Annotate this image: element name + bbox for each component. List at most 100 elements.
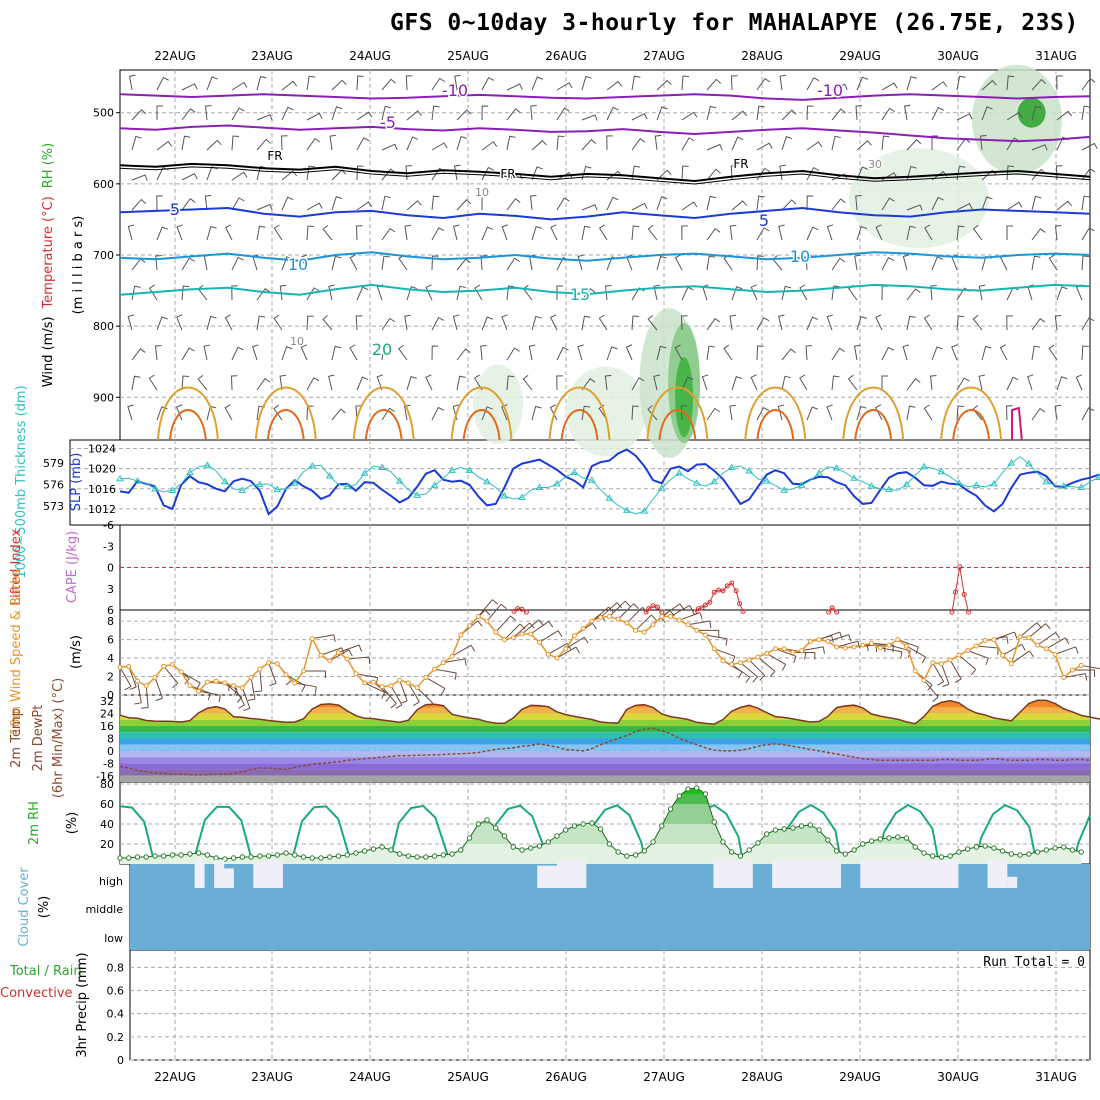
thickness-marker <box>570 468 579 475</box>
wind10-barb-flag <box>368 657 371 665</box>
cloud-high-cell <box>723 860 734 888</box>
rh-point <box>868 838 875 844</box>
wind10-speed-point <box>571 633 577 639</box>
rh-point <box>554 833 560 839</box>
wind-barb <box>881 346 894 361</box>
wind-barb <box>931 256 943 271</box>
rh-point <box>370 846 377 852</box>
wind10-barb <box>976 645 999 649</box>
rh-point <box>204 852 211 858</box>
series-layer <box>116 64 1100 950</box>
wind-barb <box>156 140 173 151</box>
cloud-high-cell <box>713 860 724 888</box>
wind10-barb <box>748 659 766 676</box>
wind10-barb-flag <box>155 697 163 701</box>
cloud-high-cell <box>928 860 939 888</box>
wind-barb <box>281 106 294 121</box>
wind10-speed-point <box>528 631 534 637</box>
rh-point <box>580 821 586 827</box>
wind10-speed-point <box>711 646 717 652</box>
wind-barb <box>355 315 363 331</box>
rh-point <box>458 847 464 853</box>
thickness-marker <box>710 477 719 485</box>
wind-barb <box>831 198 846 211</box>
rh-band <box>120 824 1082 844</box>
slp-tick-label: 1016 <box>88 483 116 496</box>
wind-barb <box>681 225 688 241</box>
wind10-barb <box>591 606 610 622</box>
cloud-high-cell <box>772 860 783 888</box>
wind-barb <box>781 348 796 361</box>
wind10-barb-flag <box>781 664 787 671</box>
wind-barb <box>1005 405 1013 421</box>
wind10-speed-point <box>388 683 394 689</box>
wind-barb <box>631 405 639 421</box>
wind-barb <box>577 344 584 361</box>
thickness-marker <box>203 461 212 468</box>
wind10-barb <box>757 656 776 672</box>
wind10-barb-flag <box>285 680 292 686</box>
wind-barb <box>404 314 411 331</box>
wind-barb <box>131 348 146 361</box>
wind-barb <box>306 75 316 91</box>
wind-barb <box>799 284 808 301</box>
wind10-speed-point <box>379 684 385 690</box>
wind-barb <box>481 226 494 241</box>
wind10-barb <box>670 605 690 617</box>
wind-barb <box>481 406 493 421</box>
pressure-tick-label: 600 <box>93 178 114 191</box>
wind-barb <box>355 405 363 421</box>
wind10-barb-flag <box>477 620 483 627</box>
wind-barb <box>156 76 169 91</box>
wind-barb <box>731 200 747 211</box>
wind-barb <box>331 106 343 121</box>
contour-label: 10 <box>790 247 810 266</box>
wind-barb <box>550 224 558 241</box>
wind-barb <box>604 374 612 391</box>
rh-point <box>475 821 481 827</box>
thickness-marker <box>920 462 928 470</box>
wind10-speed-point <box>545 651 551 657</box>
wind10-speed-point <box>781 646 787 652</box>
thickness-marker <box>308 462 317 469</box>
wind10-speed-point <box>414 685 420 691</box>
wind-barb <box>456 109 472 121</box>
wind-barb <box>256 377 271 391</box>
wind10-barb <box>600 602 618 618</box>
wind-barb <box>581 114 598 121</box>
rh-point <box>1078 849 1084 855</box>
wind-barb <box>781 285 792 301</box>
wind10-barb <box>119 667 132 687</box>
wind-barb <box>999 344 1008 361</box>
wind-barb <box>706 227 721 241</box>
wind-barb <box>506 285 515 301</box>
cloud-high-cell <box>781 860 792 888</box>
wind10-barb-flag <box>608 606 614 613</box>
wind10-speed-point <box>1061 674 1067 680</box>
cloud-level-label-high: high <box>99 875 123 888</box>
wind-barb <box>951 344 958 361</box>
wind-tick-label: 8 <box>107 615 114 628</box>
wind10-speed-point <box>1035 642 1041 648</box>
wind10-speed-point <box>1026 635 1032 641</box>
isotherm-30 <box>364 409 403 441</box>
wind-barb <box>956 165 966 181</box>
wind10-speed-point <box>851 644 857 650</box>
rh-point <box>650 839 656 845</box>
cloud-high-cell <box>879 860 890 888</box>
lifted-index-point <box>699 605 705 611</box>
wind-barb <box>805 345 813 361</box>
wind-barb <box>902 344 910 361</box>
isotherm--10 <box>119 93 1091 101</box>
wind-barb <box>306 137 321 151</box>
lifted-index-point <box>966 609 972 615</box>
rh-point <box>798 823 805 829</box>
wind-barb <box>831 108 846 121</box>
wind-barb <box>480 345 487 361</box>
wind-barb <box>956 225 965 241</box>
wind-barb <box>155 255 162 271</box>
wind10-barb <box>268 662 277 684</box>
wind10-barb <box>897 639 919 648</box>
wind10-speed-point <box>231 683 237 689</box>
wind10-barb <box>556 646 577 659</box>
